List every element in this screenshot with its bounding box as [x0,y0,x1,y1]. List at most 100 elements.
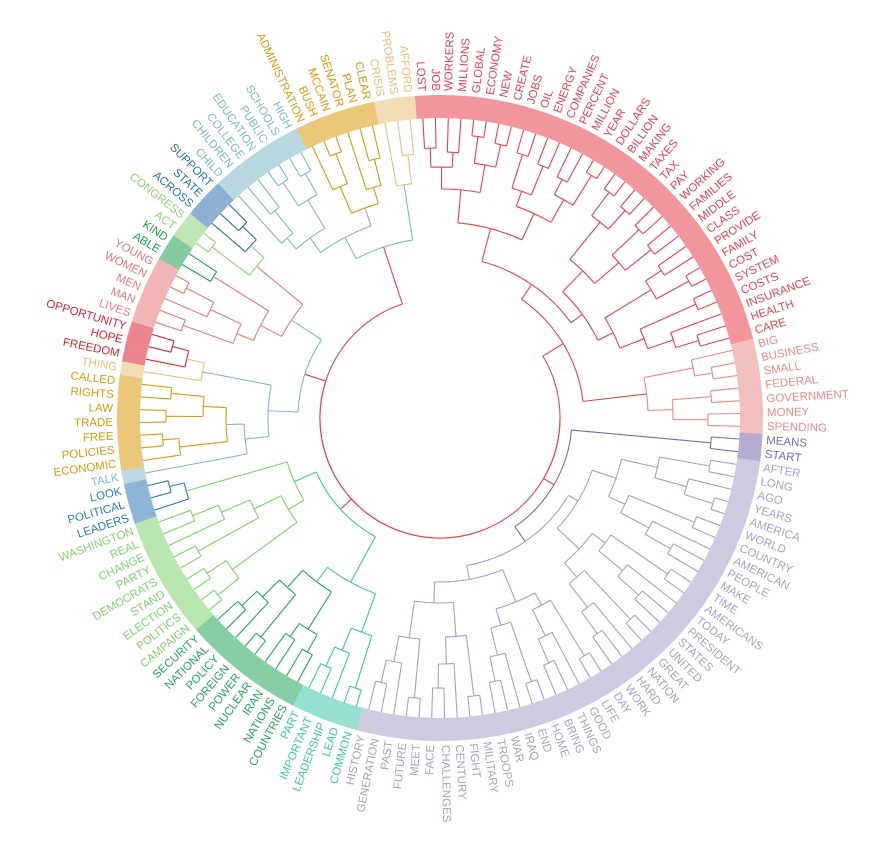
branch-cluster-16 [307,199,326,229]
branch-cluster-1 [690,359,696,377]
ring-bar [181,213,208,239]
branch-cluster-3 [610,534,669,575]
ring-bar [687,576,714,601]
ring-bar [347,104,367,131]
branch-cluster-3 [504,653,521,708]
ring-bar [717,519,744,541]
branch-cluster-0 [693,289,712,300]
branch-cluster-11 [148,346,172,353]
branch-cluster-12 [206,301,215,318]
branch-cluster-0 [516,129,525,154]
branch-cluster-5 [235,602,269,638]
branch-cluster-5 [237,601,247,611]
branch-cluster-6 [218,505,226,520]
ring-bar [549,692,572,719]
branch-cluster-1 [694,372,713,377]
branch-cluster-3 [532,599,551,611]
ring-bar [360,101,379,128]
branch-root [542,343,564,357]
branch-cluster-0 [647,244,656,255]
branch-cluster-0 [473,136,479,164]
branch-cluster-3 [488,682,496,714]
ring-bar [272,134,296,162]
branch-cluster-3 [583,570,631,620]
branch-cluster-3 [634,598,660,623]
ring-bar [702,262,730,285]
branch-cluster-5 [241,590,258,607]
branch-cluster-9 [161,433,164,446]
branch-cluster-17 [371,125,381,159]
ring-bar [735,458,761,475]
ring-bar [118,441,143,457]
branch-cluster-5 [254,640,266,655]
branch-cluster-0 [570,313,583,324]
branch-cluster-0 [691,278,707,287]
ring-bar [694,566,721,590]
ring-bar [689,238,717,263]
branch-cluster-0 [611,229,640,256]
word-label: OIL [539,88,556,110]
branch-cluster-0 [596,166,605,180]
branch-cluster-6 [280,495,298,523]
branch-cluster-0 [505,126,512,147]
branch-cluster-0 [515,191,523,207]
branch-root [281,304,304,337]
branch-cluster-16 [282,182,300,207]
ring-bar [334,108,355,135]
ring-bar [595,667,620,695]
branch-cluster-3 [617,564,628,577]
branch-cluster-0 [607,210,626,230]
ring-bar [696,250,724,274]
ring-bar [501,708,520,735]
word-label: NEW [498,70,515,99]
branch-cluster-3 [654,477,687,488]
word-label: FIGHT [467,743,482,779]
branch-cluster-3 [543,660,555,666]
ring-bar [116,415,141,430]
branch-cluster-3 [672,543,705,561]
ring-bar [513,705,533,732]
branch-cluster-3 [568,583,589,608]
branch-cluster-3 [627,564,677,604]
branch-cluster-16 [274,210,294,234]
ring-bar [235,650,261,677]
branch-root [514,526,526,542]
ring-bar [573,680,596,708]
ring-bar [517,105,537,132]
ring-bar [343,704,363,731]
branch-cluster-3 [625,614,635,624]
ring-bar [722,507,749,528]
branch-cluster-3 [431,687,434,718]
ring-bar [356,707,375,734]
ring-bar [224,641,251,668]
ring-bar [198,192,225,219]
branch-cluster-0 [654,235,679,255]
branch-cluster-3 [691,516,698,528]
branch-cluster-7 [167,480,172,493]
ring-bar [146,270,174,293]
branch-root [184,453,248,467]
ring-bar [712,531,739,554]
branch-cluster-3 [532,609,546,637]
branch-cluster-0 [591,215,609,230]
branch-cluster-3 [598,534,612,552]
ring-bar [246,657,271,685]
branch-cluster-9 [162,438,179,441]
word-label: FUTURE [392,742,409,790]
ring-bar [374,99,392,125]
ring-bar [732,470,758,489]
branch-cluster-4 [325,646,336,667]
word-label: LOST [414,61,428,92]
branch-cluster-3 [634,614,652,632]
branch-cluster-3 [691,526,716,539]
branch-cluster-6 [232,521,298,570]
ring-bars [116,94,764,742]
ring-bar [708,274,736,297]
branch-cluster-16 [277,178,289,187]
branch-cluster-3 [608,459,622,497]
branch-cluster-3 [479,695,484,716]
branch-cluster-0 [471,119,475,136]
branch-cluster-0 [645,270,662,282]
word-label: SPENDING [767,421,827,435]
branch-cluster-5 [302,648,313,656]
